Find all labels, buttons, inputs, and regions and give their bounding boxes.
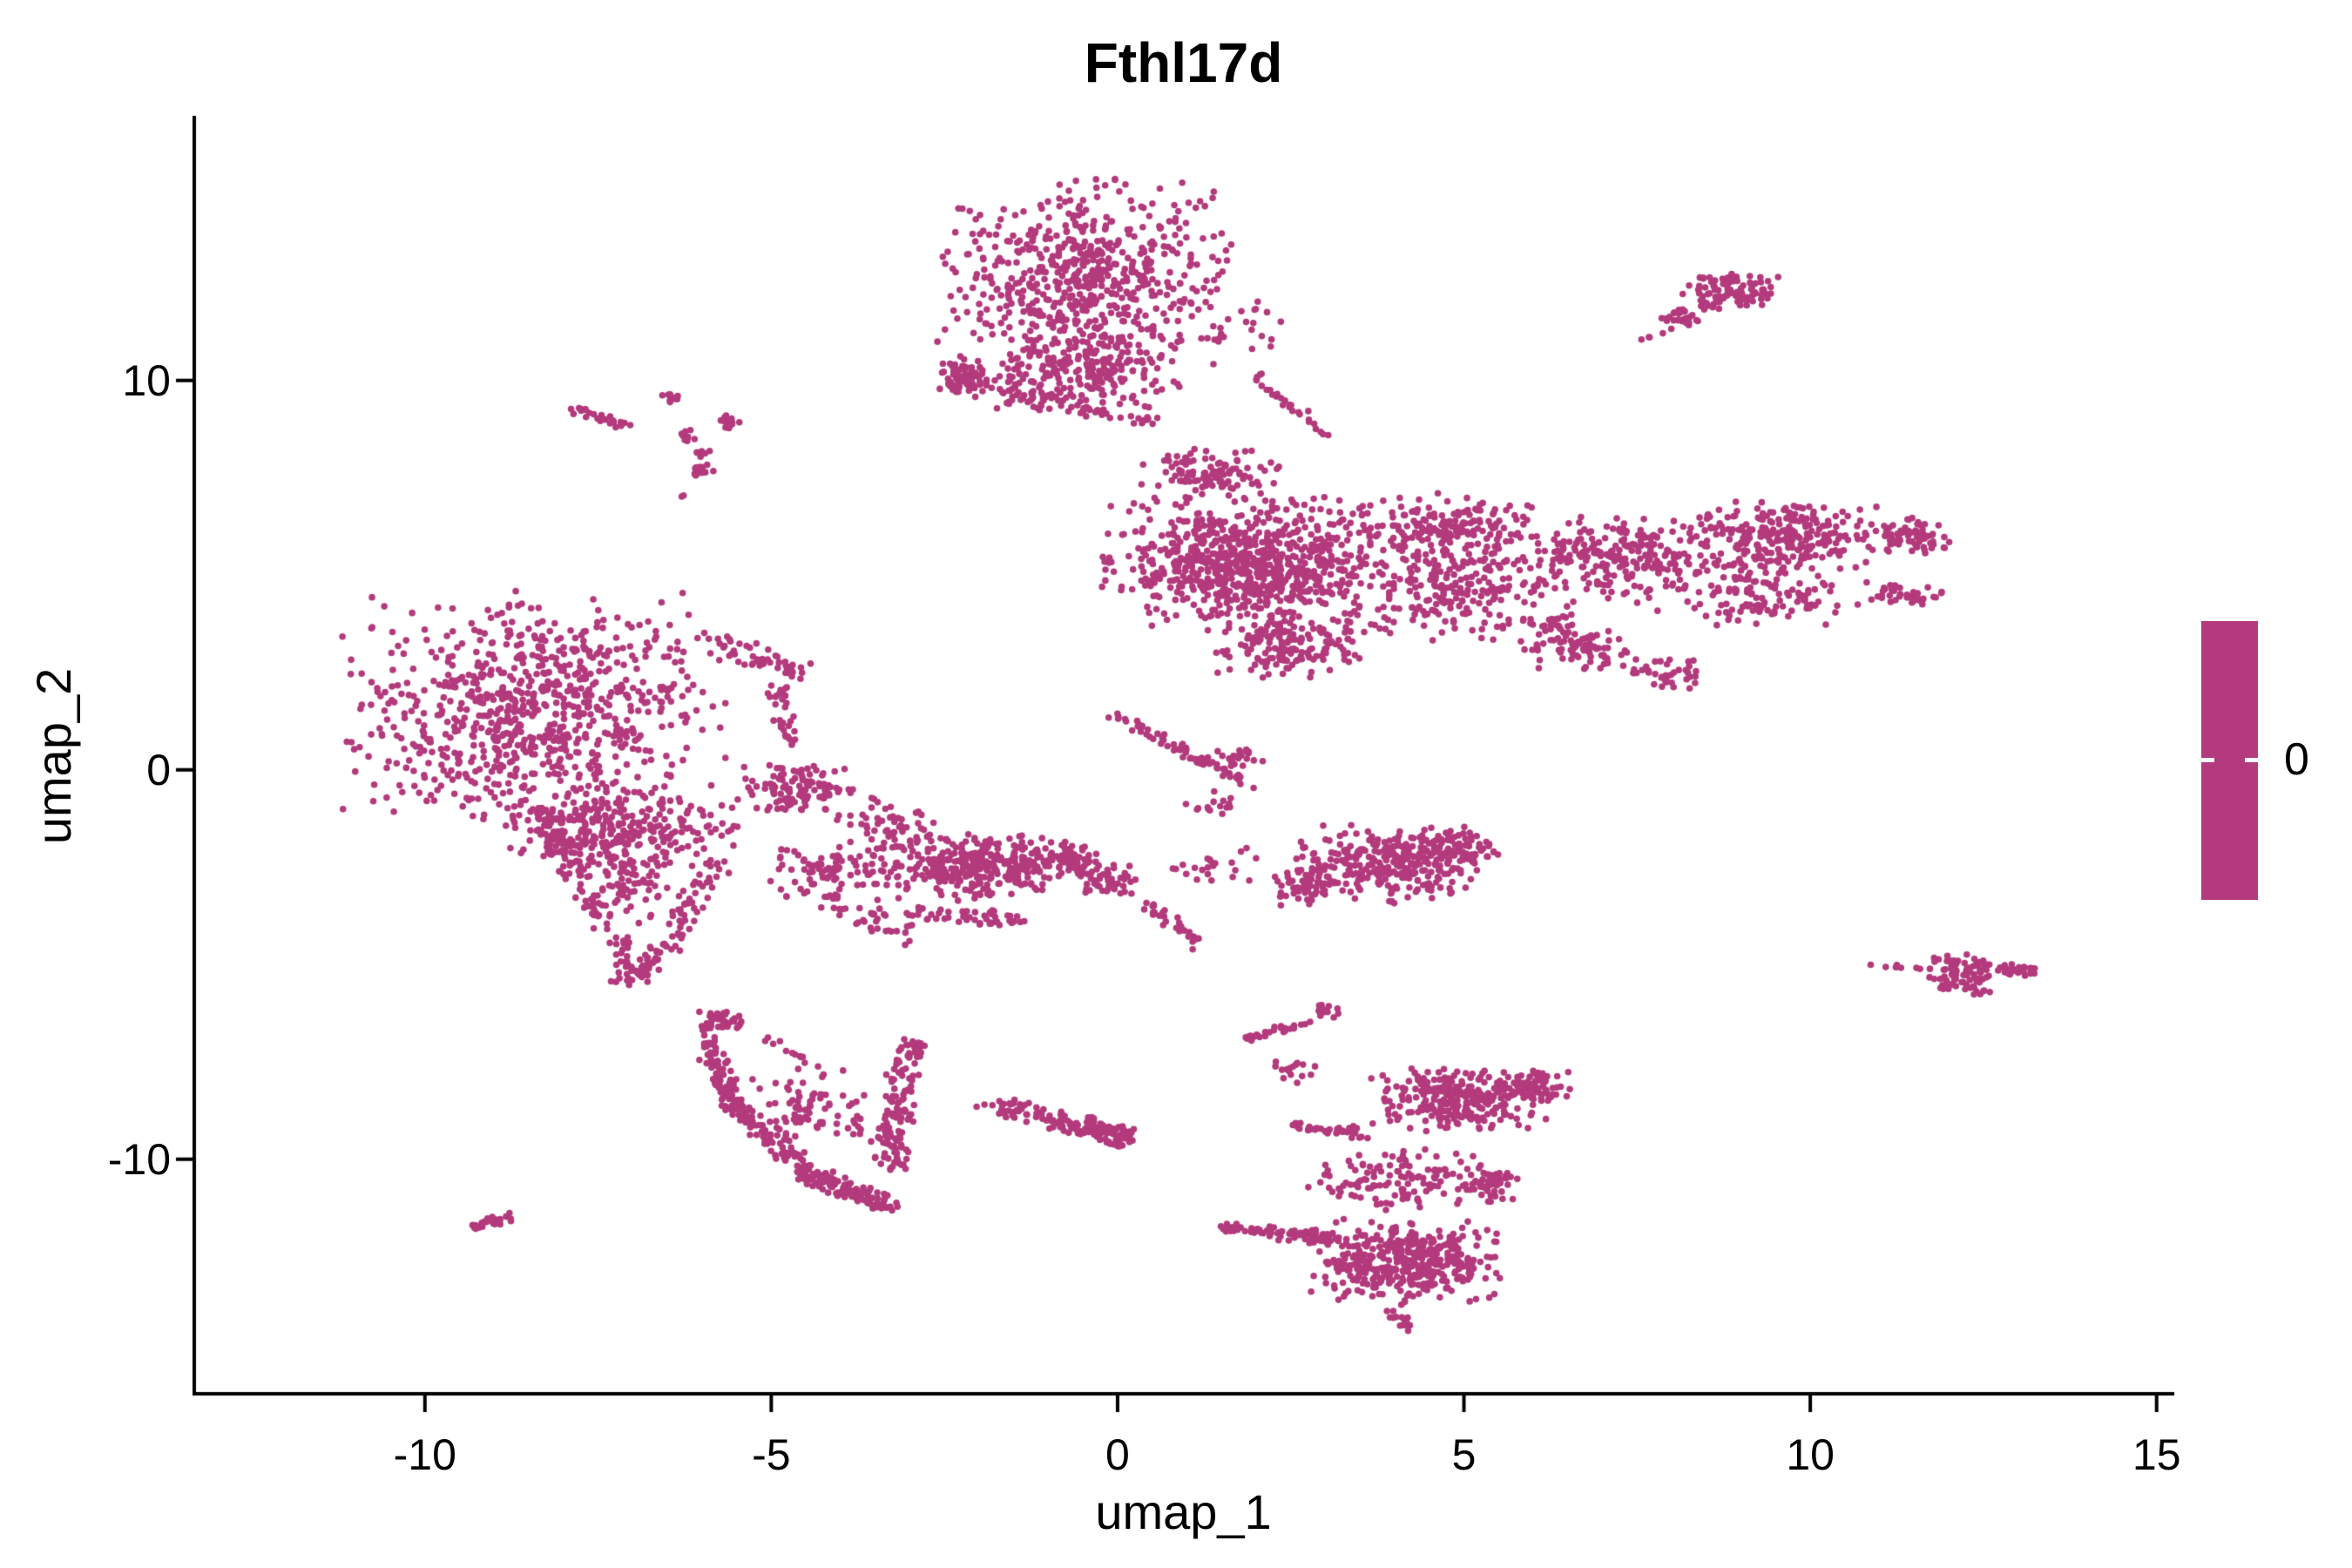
legend-tick-right — [2245, 758, 2258, 762]
plot-title: Fthl17d — [1084, 31, 1283, 94]
y-tick-label: 0 — [146, 745, 171, 794]
y-tick-label: -10 — [107, 1134, 171, 1184]
legend-tick-label: 0 — [2284, 734, 2309, 785]
x-tick-label: 15 — [2132, 1430, 2181, 1479]
x-axis-title: umap_1 — [1095, 1484, 1272, 1539]
y-axis-title: umap_2 — [26, 667, 81, 845]
y-tick-label: 10 — [122, 355, 171, 405]
x-tick-label: 0 — [1105, 1430, 1130, 1479]
legend-tick-left — [2201, 758, 2214, 762]
x-tick-label: 10 — [1786, 1430, 1835, 1479]
x-tick-label: -10 — [393, 1430, 456, 1479]
x-tick-label: -5 — [752, 1430, 791, 1479]
legend-colorbar: 0 — [2201, 621, 2352, 900]
x-tick-label: 5 — [1451, 1430, 1477, 1479]
